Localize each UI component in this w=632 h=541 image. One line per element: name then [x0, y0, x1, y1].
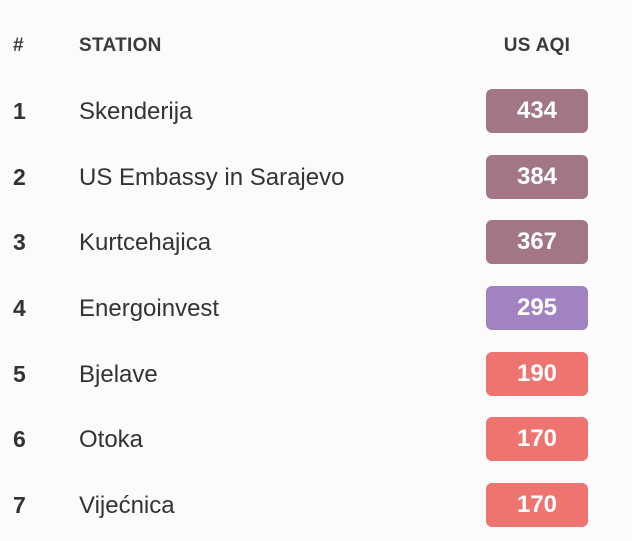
- table-header: # STATION US AQI: [0, 27, 632, 63]
- aqi-badge: 367: [486, 220, 588, 264]
- rank-number: 3: [13, 229, 26, 255]
- aqi-badge: 384: [486, 155, 588, 199]
- aqi-badge: 170: [486, 483, 588, 527]
- station-name[interactable]: Energoinvest: [79, 295, 220, 322]
- rank-number: 2: [13, 164, 26, 190]
- station-column-header: STATION: [79, 35, 162, 56]
- rank-number: 7: [13, 492, 26, 518]
- aqi-badge: 190: [486, 352, 588, 396]
- station-name[interactable]: Kurtcehajica: [79, 229, 212, 256]
- aqi-badge: 295: [486, 286, 588, 330]
- table-row[interactable]: 3 Kurtcehajica 367: [0, 219, 632, 265]
- rank-number: 6: [13, 426, 26, 452]
- table-row[interactable]: 1 Skenderija 434: [0, 88, 632, 134]
- table-row[interactable]: 7 Vijećnica 170: [0, 482, 632, 528]
- station-name[interactable]: Vijećnica: [79, 492, 175, 519]
- table-row[interactable]: 4 Energoinvest 295: [0, 285, 632, 331]
- station-name[interactable]: US Embassy in Sarajevo: [79, 164, 345, 191]
- rank-number: 4: [13, 295, 26, 321]
- rank-column-header: #: [13, 35, 24, 56]
- station-name[interactable]: Bjelave: [79, 361, 158, 388]
- aqi-badge: 434: [486, 89, 588, 133]
- station-name[interactable]: Otoka: [79, 426, 144, 453]
- aqi-badge: 170: [486, 417, 588, 461]
- station-name[interactable]: Skenderija: [79, 98, 193, 125]
- rank-number: 1: [13, 98, 26, 124]
- aqi-column-header: US AQI: [503, 35, 571, 56]
- table-row[interactable]: 2 US Embassy in Sarajevo 384: [0, 154, 632, 200]
- rank-number: 5: [13, 361, 26, 387]
- table-row[interactable]: 6 Otoka 170: [0, 416, 632, 462]
- table-row[interactable]: 5 Bjelave 190: [0, 351, 632, 397]
